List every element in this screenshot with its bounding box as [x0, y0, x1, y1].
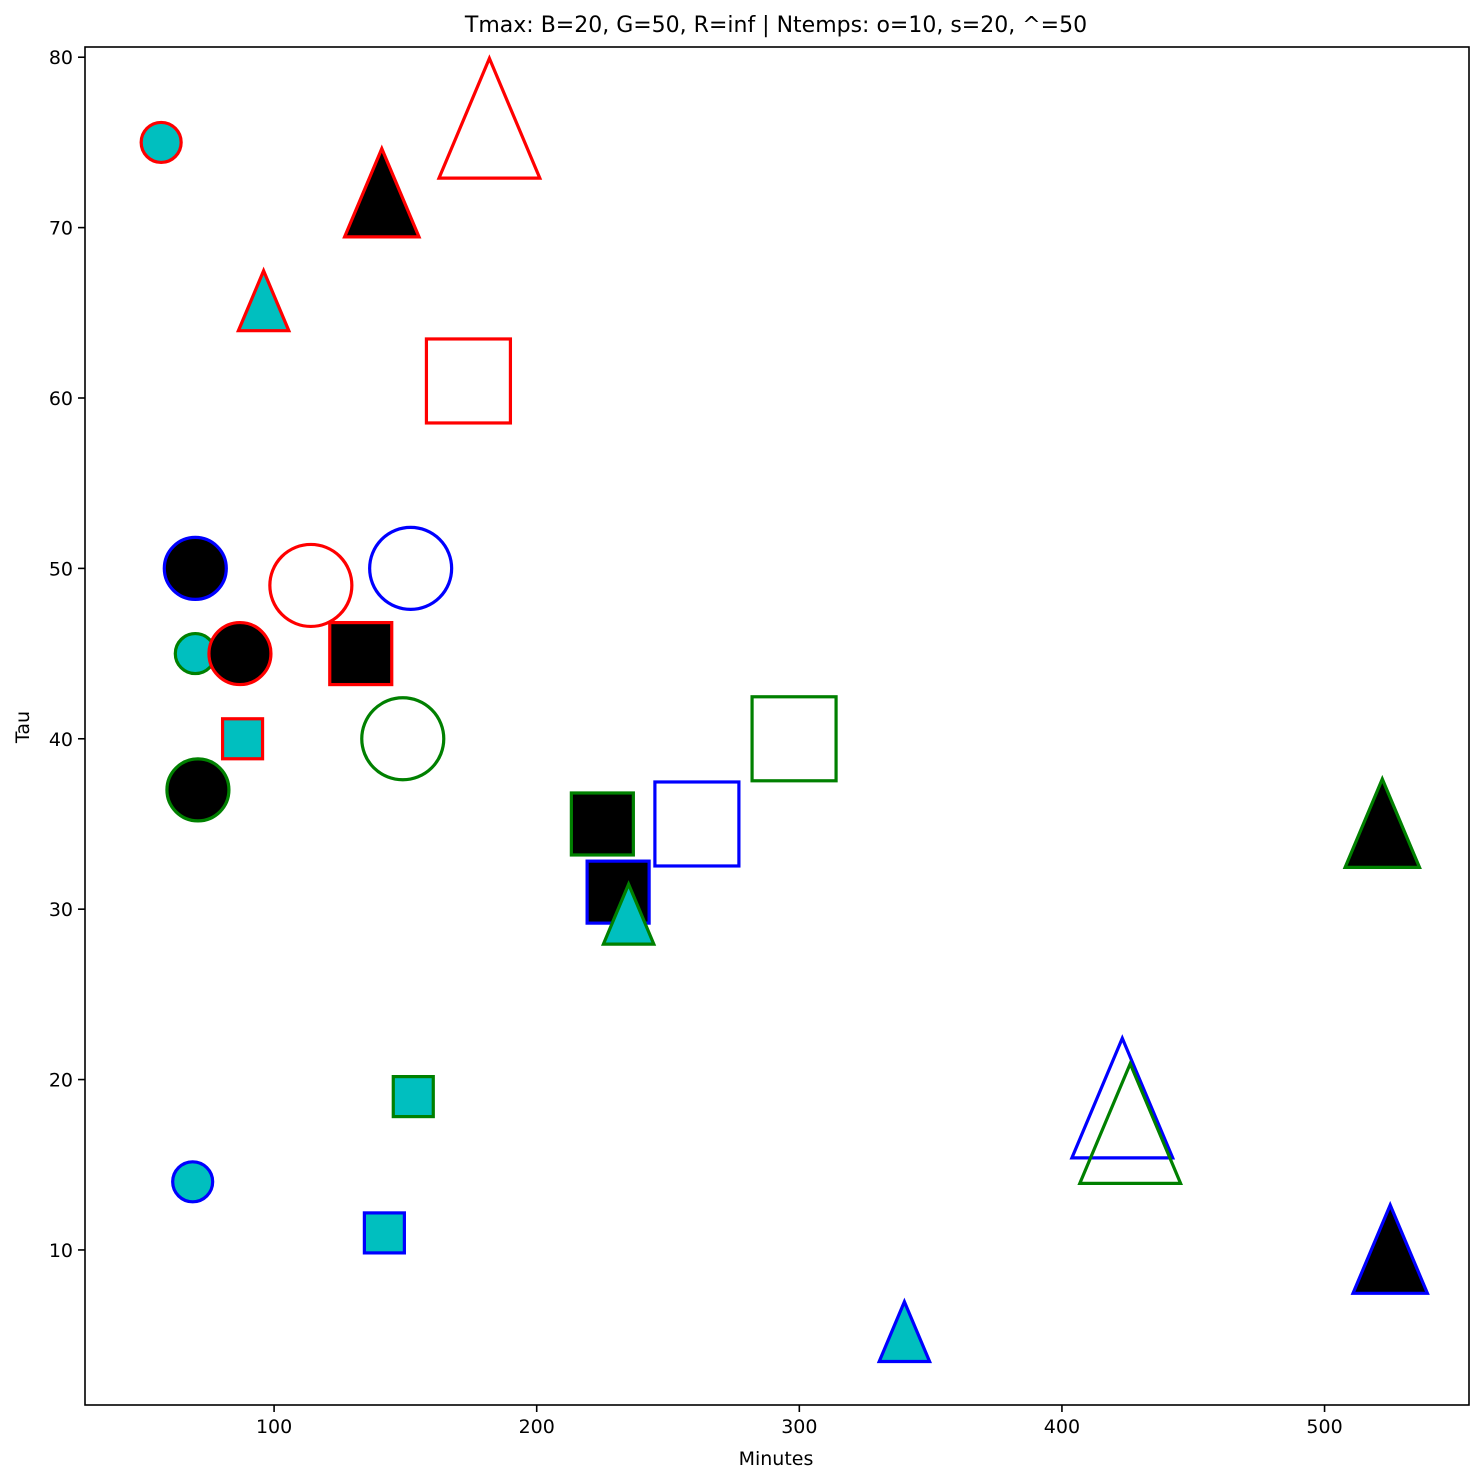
- x-tick-label: 500: [1306, 1416, 1342, 1438]
- data-point-square: [391, 1074, 435, 1119]
- data-point-square: [362, 1211, 406, 1255]
- y-tick-label: 50: [49, 558, 73, 580]
- data-point-square: [424, 337, 513, 425]
- y-tick-label: 30: [49, 899, 73, 921]
- x-tick-label: 300: [781, 1416, 817, 1438]
- data-markers: [139, 54, 1430, 1364]
- x-tick-label: 400: [1044, 1416, 1080, 1438]
- y-tick-label: 40: [49, 729, 73, 751]
- x-axis-label: Minutes: [739, 1448, 814, 1470]
- data-point-triangle: [876, 1297, 933, 1364]
- plot-frame: [84, 46, 1470, 1406]
- data-point-square: [220, 717, 265, 761]
- data-point-circle: [207, 620, 273, 687]
- x-tick-label: 200: [519, 1416, 555, 1438]
- data-point-triangle: [1350, 1200, 1430, 1295]
- data-point-triangle: [1077, 1059, 1184, 1186]
- data-point-square: [569, 791, 635, 857]
- data-point-triangle: [1069, 1034, 1176, 1160]
- y-tick-label: 60: [49, 388, 73, 410]
- y-tick-label: 70: [49, 218, 73, 240]
- data-point-triangle: [1342, 774, 1422, 870]
- data-point-circle: [165, 757, 231, 823]
- axes: 100 200 300 400 500 10 20 30 40 50 60 70 80: [49, 46, 1470, 1438]
- data-point-triangle: [342, 144, 422, 239]
- data-point-triangle: [600, 880, 657, 946]
- data-point-triangle: [436, 54, 543, 180]
- data-point-circle: [268, 542, 354, 629]
- y-tick-label: 80: [49, 47, 73, 69]
- chart-title: Tmax: B=20, G=50, R=inf | Ntemps: o=10, …: [464, 13, 1087, 38]
- x-tick-label: 100: [256, 1416, 292, 1438]
- y-tick-label: 10: [49, 1240, 73, 1262]
- data-point-circle: [171, 1160, 215, 1204]
- data-point-square: [328, 620, 394, 687]
- data-point-circle: [360, 696, 446, 782]
- data-point-triangle: [235, 266, 292, 333]
- data-point-circle: [162, 535, 228, 601]
- data-point-circle: [368, 525, 454, 611]
- y-axis-label: Tau: [12, 711, 34, 744]
- data-point-circle: [139, 120, 183, 165]
- data-point-square: [653, 780, 741, 868]
- data-point-square: [750, 695, 838, 783]
- y-tick-label: 20: [49, 1070, 73, 1092]
